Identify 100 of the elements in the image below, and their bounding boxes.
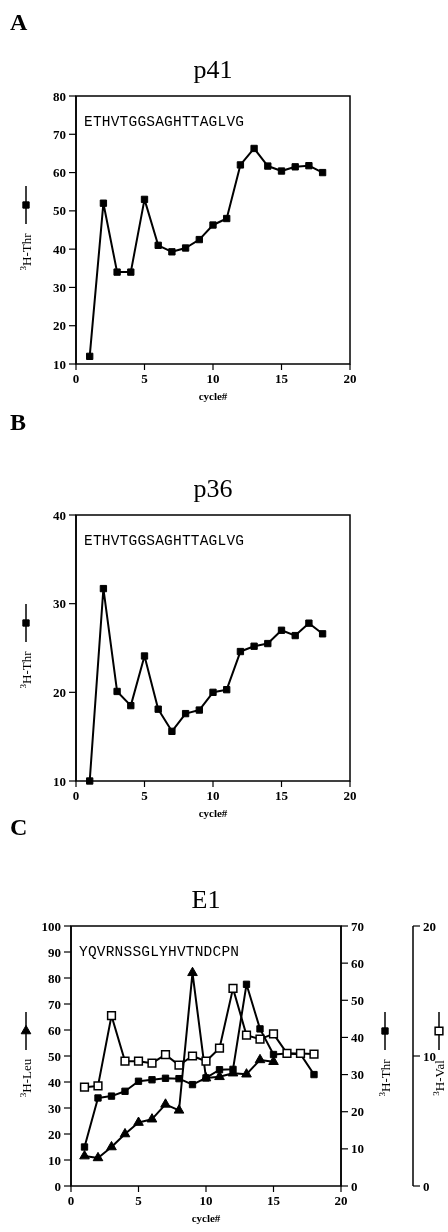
point — [202, 1074, 210, 1082]
point — [241, 1068, 252, 1078]
point — [92, 1151, 104, 1162]
y2-tick-label: 10 — [351, 1141, 364, 1157]
x-tick-label: 5 — [141, 371, 149, 386]
point — [228, 983, 238, 994]
y2-tick-label: 0 — [351, 1178, 358, 1194]
point — [148, 1076, 156, 1084]
point — [93, 1081, 103, 1091]
y-tick-label: 80 — [53, 88, 66, 104]
point — [134, 1077, 143, 1085]
x-axis-title: cycle# — [198, 807, 228, 819]
x-tick-label: 20 — [343, 371, 357, 386]
point — [195, 706, 203, 714]
point — [187, 1051, 198, 1061]
point — [181, 709, 190, 718]
x-tick-label: 0 — [72, 788, 80, 803]
point — [154, 241, 162, 249]
point — [309, 1049, 319, 1059]
point — [113, 687, 121, 696]
point — [223, 214, 231, 223]
x-tick-label: 5 — [141, 788, 149, 803]
y2-tick-label: 20 — [351, 1104, 364, 1120]
point — [195, 235, 203, 244]
y-tick-label: 40 — [53, 241, 66, 257]
point — [160, 1098, 171, 1108]
point — [201, 1056, 211, 1066]
point — [147, 1058, 157, 1068]
y-tick-label: 10 — [48, 1152, 61, 1168]
point — [250, 642, 258, 650]
point — [264, 162, 272, 170]
annotation: ETHVTGGSAGHTTAGLVG — [84, 533, 245, 549]
point — [277, 167, 286, 175]
point — [264, 639, 272, 648]
point — [99, 199, 108, 207]
point — [318, 168, 327, 177]
point — [291, 631, 299, 640]
point — [140, 652, 149, 660]
text: A — [10, 9, 28, 35]
point — [133, 1116, 144, 1126]
point — [236, 161, 245, 169]
text: C — [10, 814, 28, 840]
y-tick-label: 60 — [53, 165, 66, 181]
point — [106, 1140, 117, 1151]
point — [214, 1043, 225, 1053]
y-tick-label: 60 — [48, 1022, 61, 1038]
point — [133, 1056, 144, 1066]
y3-tick-label: 0 — [423, 1178, 430, 1194]
y-tick-label: 30 — [53, 596, 66, 612]
y2-tick-label: 30 — [351, 1067, 364, 1083]
point — [236, 647, 245, 656]
point — [318, 630, 327, 638]
point — [277, 626, 286, 634]
annotation: ETHVTGGSAGHTTAGLVG — [84, 114, 245, 130]
point — [154, 705, 162, 713]
point — [120, 1056, 130, 1066]
y-tick-label: 70 — [53, 126, 66, 142]
y-tick-label: 10 — [53, 773, 66, 789]
text: B — [10, 409, 27, 435]
x-tick-label: 10 — [206, 788, 220, 803]
x-tick-label: 15 — [275, 371, 289, 386]
point — [269, 1050, 278, 1059]
point — [113, 268, 121, 276]
point — [310, 1070, 318, 1079]
y-tick-label: 50 — [48, 1048, 61, 1064]
x-tick-label: 10 — [206, 371, 220, 386]
x-tick-label: 0 — [72, 371, 80, 386]
point — [250, 144, 258, 153]
y-tick-label: 30 — [48, 1100, 61, 1116]
point — [254, 1053, 266, 1064]
point — [187, 966, 198, 977]
point — [256, 1025, 264, 1033]
annotation: YQVRNSSGLYHVTNDCPN — [79, 944, 240, 960]
x-axis-title: cycle# — [198, 390, 228, 402]
x-tick-label: 20 — [334, 1193, 348, 1208]
y-tick-label: 30 — [53, 279, 66, 295]
point — [127, 268, 135, 276]
point — [161, 1074, 170, 1082]
point — [268, 1029, 279, 1039]
point — [86, 777, 94, 785]
point — [86, 352, 94, 361]
y-tick-label: 10 — [53, 356, 66, 372]
y-tick-label: 20 — [48, 1126, 61, 1142]
chart-title: p36 — [193, 474, 233, 503]
point — [94, 1094, 102, 1102]
point — [241, 1030, 252, 1040]
y-tick-label: 40 — [48, 1074, 61, 1090]
point — [80, 1143, 89, 1151]
x-tick-label: 15 — [275, 788, 289, 803]
point — [121, 1087, 129, 1095]
y-tick-label: 20 — [53, 318, 66, 334]
point — [79, 1082, 90, 1092]
point — [168, 727, 176, 736]
y2-tick-label: 40 — [351, 1029, 364, 1045]
x-tick-label: 20 — [343, 788, 357, 803]
y2-tick-label: 60 — [351, 955, 364, 971]
y2-tick-label: 50 — [351, 992, 364, 1008]
point — [79, 1150, 90, 1160]
point — [146, 1113, 158, 1123]
y3-tick-label: 10 — [423, 1048, 436, 1064]
